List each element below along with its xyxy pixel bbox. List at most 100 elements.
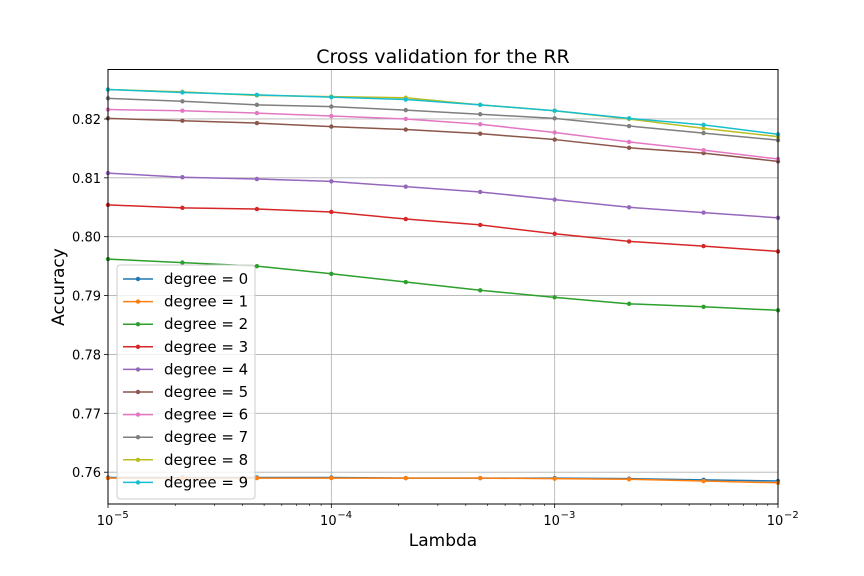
legend: degree = 0 degree = 1 degree = 2 degree = 3… xyxy=(116,264,256,500)
data-point xyxy=(329,209,334,215)
x-tick-label: 10 −5 xyxy=(97,510,129,529)
data-point xyxy=(701,304,706,309)
data-point xyxy=(329,113,334,119)
y-tick-label: 0.77 xyxy=(72,407,101,422)
data-point xyxy=(329,271,334,276)
data-point xyxy=(478,102,483,108)
data-point xyxy=(626,301,632,307)
legend-marker xyxy=(135,276,141,282)
series-7 xyxy=(105,96,781,143)
y-axis-title: Accuracy xyxy=(49,248,69,326)
series-line xyxy=(107,204,779,253)
data-point xyxy=(626,139,632,145)
data-point xyxy=(403,184,408,189)
legend-entry: degree = 4 xyxy=(123,360,248,378)
legend-marker xyxy=(135,344,141,349)
data-point xyxy=(478,131,483,136)
data-point xyxy=(701,130,706,136)
data-point xyxy=(329,179,334,184)
data-point xyxy=(403,127,408,132)
legend-label: degree = 7 xyxy=(164,428,248,446)
y-tick-label: 0.82 xyxy=(72,113,101,128)
legend-entry: degree = 0 xyxy=(123,270,248,288)
legend-label: degree = 4 xyxy=(164,360,248,378)
legend-entry: degree = 7 xyxy=(123,428,248,446)
y-tick-label: 0.76 xyxy=(72,466,101,481)
data-point xyxy=(552,108,557,113)
data-point xyxy=(254,206,260,212)
data-point xyxy=(180,260,185,265)
legend-marker xyxy=(135,457,141,462)
data-point xyxy=(552,476,557,481)
axis-ticks: 10 −5 10 −4 10 −3 10 −20.760.770.780.790.800.81… xyxy=(72,113,799,529)
data-point xyxy=(403,107,408,113)
data-point xyxy=(254,263,260,269)
x-tick-label-exponent: −2 xyxy=(784,510,799,521)
data-point xyxy=(552,116,557,121)
y-tick-label: 0.80 xyxy=(72,231,101,246)
legend-label: degree = 8 xyxy=(164,451,248,469)
legend-marker xyxy=(135,435,141,440)
data-point xyxy=(329,94,334,100)
data-point xyxy=(180,175,185,180)
legend-marker xyxy=(135,367,141,372)
data-point xyxy=(701,122,706,128)
data-point xyxy=(329,475,334,481)
data-point xyxy=(329,104,334,109)
data-point xyxy=(626,239,632,244)
x-tick-label-base: 10 xyxy=(767,514,784,529)
data-point xyxy=(180,118,185,123)
x-tick-label: 10 −4 xyxy=(320,510,352,529)
legend-label: degree = 5 xyxy=(164,383,248,401)
legend-entry: degree = 9 xyxy=(123,473,248,491)
data-point xyxy=(180,108,185,113)
series-line xyxy=(107,88,779,136)
series-line xyxy=(107,108,779,160)
data-point xyxy=(552,295,557,300)
data-point xyxy=(701,147,706,153)
data-point xyxy=(552,137,557,142)
data-point xyxy=(180,99,185,104)
legend-marker xyxy=(135,412,141,417)
data-point xyxy=(180,205,185,211)
data-point xyxy=(254,176,260,182)
legend-entry: degree = 6 xyxy=(123,406,248,424)
y-tick-label: 0.79 xyxy=(72,290,101,305)
series-line xyxy=(107,97,779,141)
x-axis-title: Lambda xyxy=(409,531,477,551)
data-point xyxy=(701,126,706,131)
y-tick-label: 0.78 xyxy=(72,348,101,363)
x-tick-label-exponent: −4 xyxy=(337,510,352,521)
data-point xyxy=(552,130,557,135)
series-4 xyxy=(105,170,781,221)
legend-label: degree = 0 xyxy=(164,270,248,288)
x-tick-label: 10 −3 xyxy=(543,510,575,529)
data-point xyxy=(403,97,408,102)
legend-label: degree = 3 xyxy=(164,338,248,356)
data-point xyxy=(478,288,483,293)
series-6 xyxy=(105,107,781,162)
x-tick-label: 10 −2 xyxy=(767,510,799,529)
data-point xyxy=(254,102,260,108)
data-point xyxy=(403,216,408,222)
data-point xyxy=(552,197,557,202)
legend-marker xyxy=(135,299,141,304)
x-tick-label-exponent: −3 xyxy=(561,510,576,521)
data-point xyxy=(626,116,632,121)
data-point xyxy=(478,189,483,195)
series-line xyxy=(107,172,779,219)
data-point xyxy=(403,279,408,285)
data-point xyxy=(552,231,557,236)
legend-label: degree = 1 xyxy=(164,293,248,311)
x-tick-label-base: 10 xyxy=(97,514,114,529)
data-point xyxy=(329,124,334,129)
data-point xyxy=(626,477,632,482)
data-point xyxy=(254,92,260,98)
x-tick-label-base: 10 xyxy=(543,514,560,529)
legend-marker xyxy=(135,480,141,485)
legend-label: degree = 2 xyxy=(164,315,248,333)
series-line xyxy=(107,117,779,163)
data-point xyxy=(626,123,632,129)
data-point xyxy=(254,475,260,481)
